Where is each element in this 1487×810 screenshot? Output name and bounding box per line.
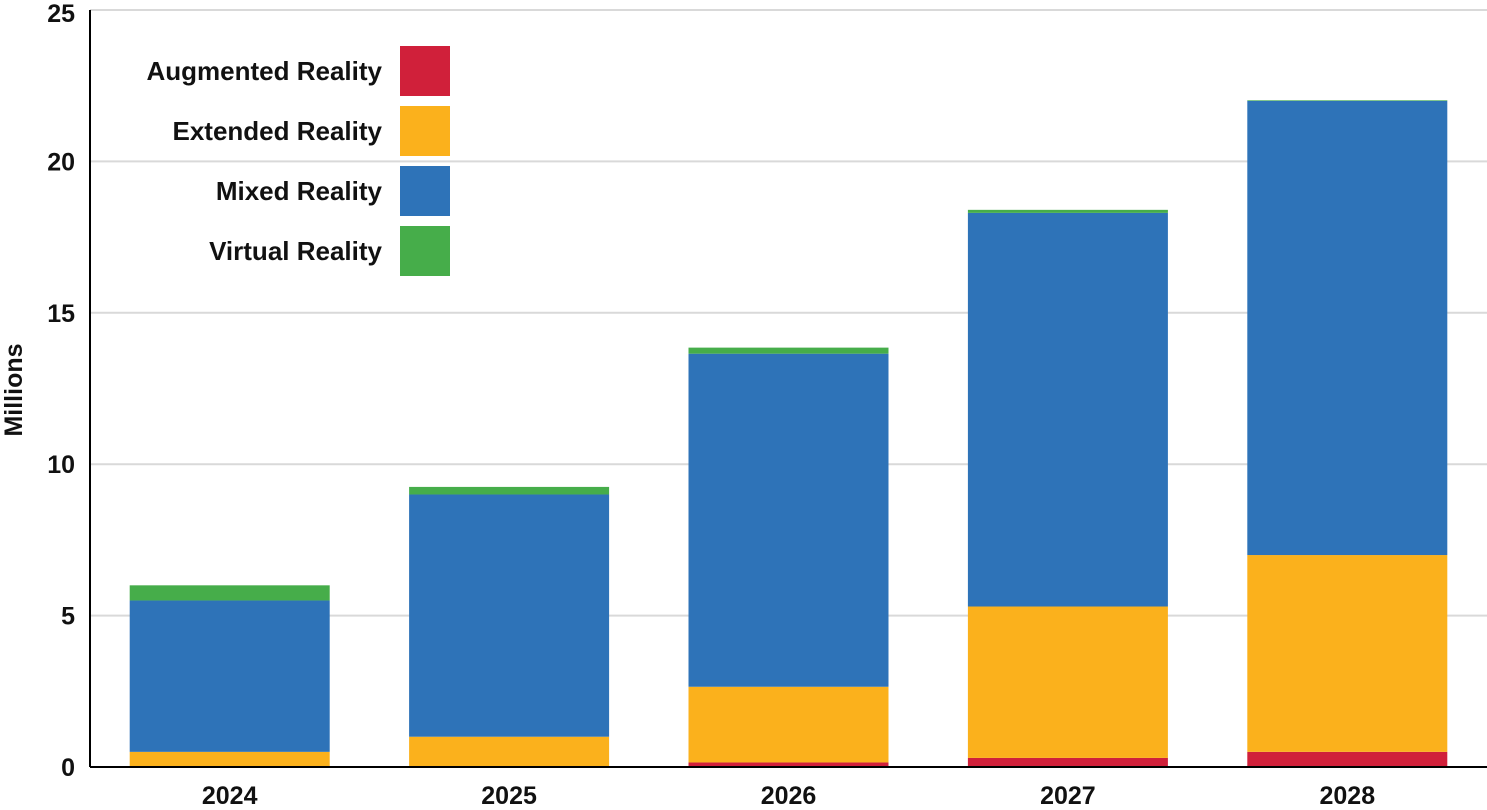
bar-2026-extended-reality (688, 686, 889, 763)
bar-2028-extended-reality (1247, 555, 1448, 752)
x-tick-label-2026: 2026 (761, 782, 817, 805)
y-tick-label-5: 5 (61, 603, 75, 631)
bar-2024-extended-reality (129, 751, 330, 767)
bar-2026-augmented-reality (688, 762, 889, 767)
y-tick-labels: 0 5 10 15 20 25 (47, 0, 75, 782)
legend-label-extended-reality: Extended Reality (172, 116, 382, 146)
legend-label-augmented-reality: Augmented Reality (147, 56, 383, 86)
bars (129, 100, 1448, 767)
bar-2024-mixed-reality (129, 600, 330, 752)
bar-2028-mixed-reality (1247, 100, 1448, 556)
bar-2025-virtual-reality (409, 486, 610, 495)
bar-2025-extended-reality (409, 736, 610, 767)
y-tick-label-0: 0 (61, 754, 75, 782)
y-tick-label-10: 10 (47, 451, 75, 479)
legend-label-mixed-reality: Mixed Reality (216, 176, 383, 206)
x-tick-label-2025: 2025 (481, 782, 537, 805)
x-tick-label-2024: 2024 (202, 782, 258, 805)
legend-swatch-mixed-reality (400, 166, 450, 216)
legend-swatch-virtual-reality (400, 226, 450, 276)
y-tick-label-20: 20 (47, 148, 75, 176)
x-tick-labels: 2024 2025 2026 2027 2028 (202, 782, 1375, 810)
x-tick-label-2027: 2027 (1040, 782, 1096, 805)
axes (89, 10, 1487, 768)
bar-2027-virtual-reality (967, 209, 1168, 213)
legend-swatch-extended-reality (400, 106, 450, 156)
bar-2027-extended-reality (967, 606, 1168, 758)
y-tick-label-25: 25 (47, 0, 75, 28)
y-tick-label-15: 15 (47, 300, 75, 328)
bar-2027-augmented-reality (967, 757, 1168, 767)
bar-2026-mixed-reality (688, 353, 889, 687)
bar-2028-virtual-reality (1247, 100, 1448, 101)
bar-2025-mixed-reality (409, 494, 610, 737)
bar-2027-mixed-reality (967, 212, 1168, 607)
legend-label-virtual-reality: Virtual Reality (209, 236, 382, 266)
legend: Augmented Reality Extended Reality Mixed R… (147, 46, 450, 276)
bar-2026-virtual-reality (688, 347, 889, 354)
bar-2024-virtual-reality (129, 585, 330, 601)
bar-2028-augmented-reality (1247, 751, 1448, 767)
legend-swatch-augmented-reality (400, 46, 450, 96)
x-tick-label-2028: 2028 (1319, 782, 1375, 805)
y-axis-label: Millions (0, 343, 28, 436)
